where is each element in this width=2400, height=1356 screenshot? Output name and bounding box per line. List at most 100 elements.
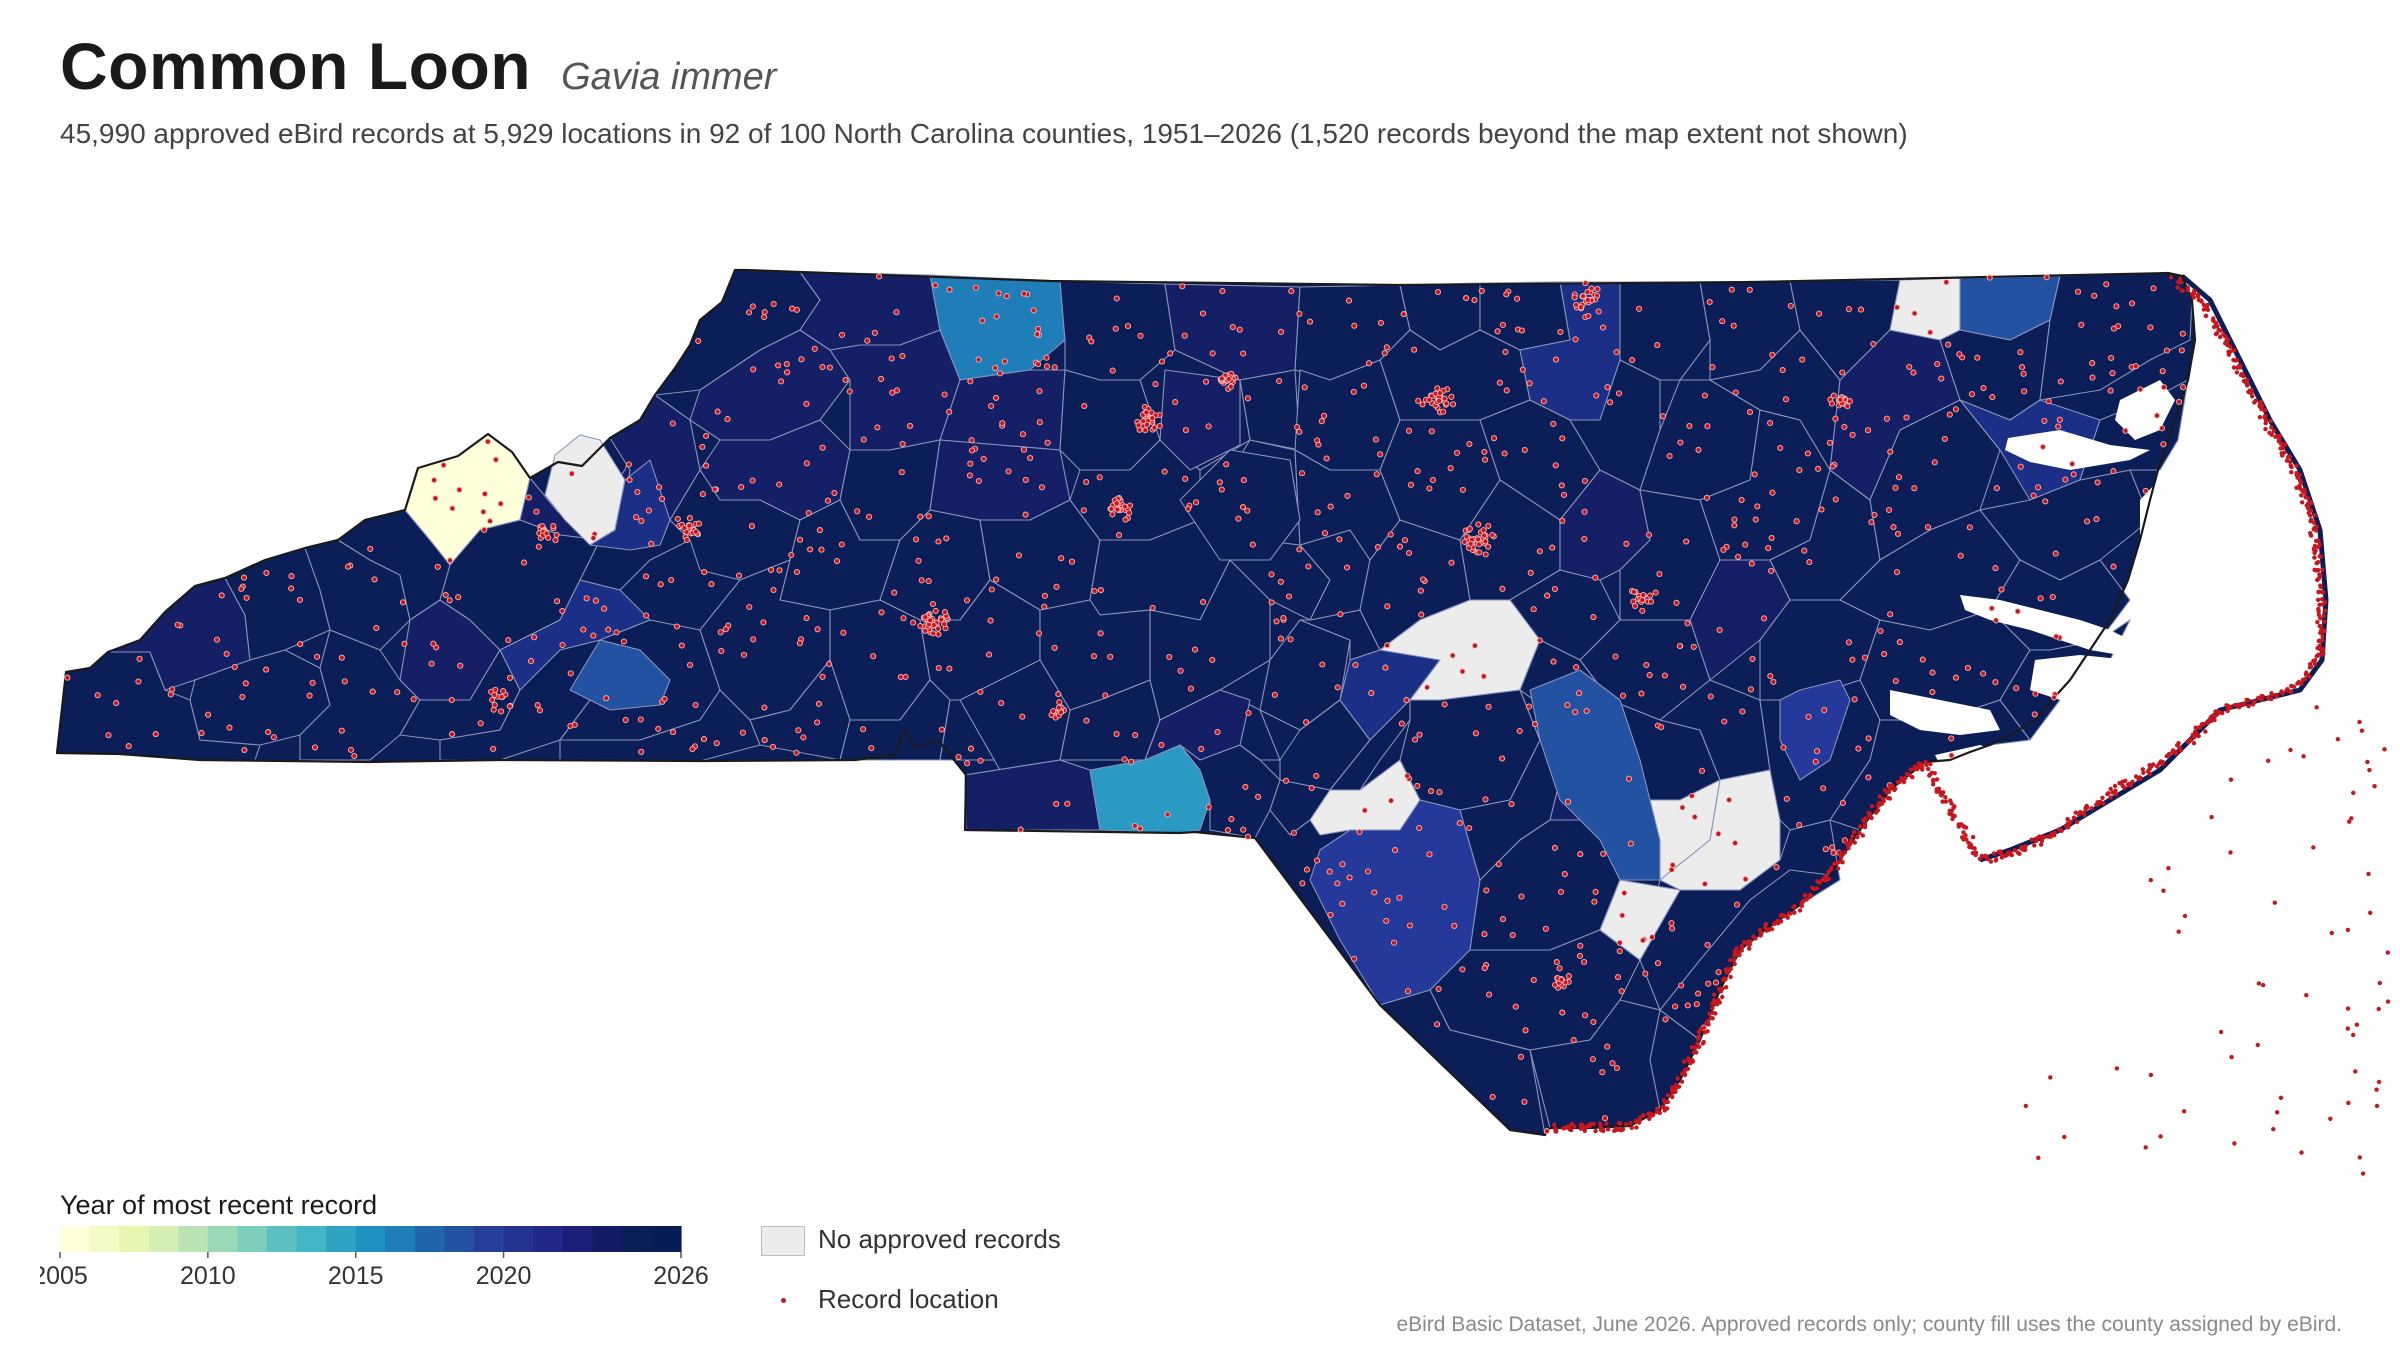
record-dot	[2057, 378, 2064, 385]
record-dot	[1616, 939, 1623, 946]
colorbar-step	[503, 1226, 534, 1252]
record-dot	[1857, 306, 1865, 313]
record-dot	[506, 674, 514, 681]
record-dot	[457, 662, 464, 669]
record-dot	[1419, 576, 1427, 583]
record-dot	[373, 624, 380, 632]
record-dot	[1869, 815, 1874, 821]
record-dot	[1857, 824, 1863, 829]
record-dot	[1860, 833, 1866, 838]
record-dot	[814, 626, 821, 633]
record-dot	[1621, 889, 1628, 897]
record-dot	[932, 282, 939, 289]
record-dot	[1244, 395, 1251, 402]
year-colorbar: 2005 2010 2015 2020 2026	[40, 1226, 709, 1290]
record-dot	[1296, 546, 1303, 553]
record-dot	[136, 655, 143, 662]
record-dot	[700, 736, 708, 743]
record-dot	[2199, 298, 2204, 303]
record-dot	[1339, 861, 1346, 868]
record-dot	[448, 696, 455, 704]
record-dot	[1476, 549, 1483, 556]
record-dot	[1384, 897, 1391, 904]
record-dot	[2259, 694, 2264, 699]
record-dot	[1193, 499, 1200, 506]
record-dot	[1668, 866, 1675, 873]
record-dot	[1988, 859, 1994, 864]
record-dot	[1892, 484, 1899, 491]
record-dot	[1928, 761, 1933, 767]
record-dot	[2056, 827, 2062, 832]
record-dot	[2250, 702, 2256, 707]
record-dot	[1518, 327, 1525, 334]
record-dot	[1459, 668, 1466, 675]
record-dot	[642, 573, 650, 580]
record-dot	[2205, 307, 2211, 313]
record-dot	[1684, 1002, 1691, 1009]
record-dot	[1576, 690, 1583, 697]
record-dot	[1829, 463, 1836, 470]
record-dot	[1883, 415, 1890, 422]
record-dot	[1451, 922, 1458, 929]
record-dot	[481, 490, 488, 497]
record-dot	[1509, 932, 1516, 939]
record-dot	[925, 513, 932, 520]
record-dot	[2181, 1109, 2187, 1114]
record-dot	[1321, 530, 1328, 537]
record-dot	[2218, 1029, 2224, 1035]
record-dot	[748, 523, 755, 530]
record-dot	[2365, 759, 2370, 765]
record-dot	[2250, 394, 2255, 399]
record-dot	[2175, 743, 2180, 748]
record-dot	[770, 586, 777, 594]
record-dot	[975, 356, 982, 363]
record-dot	[626, 476, 633, 483]
record-dot	[2208, 715, 2213, 720]
record-dot	[1565, 973, 1572, 980]
record-dot	[1721, 718, 1728, 725]
record-dot	[1845, 639, 1852, 646]
record-dot	[169, 686, 176, 693]
record-dot	[1373, 471, 1380, 478]
record-dot	[1604, 1121, 1609, 1126]
record-dot	[1961, 830, 1966, 835]
record-dot	[864, 337, 871, 344]
record-dot	[1770, 678, 1777, 685]
record-dot	[2315, 577, 2320, 583]
record-dot	[1552, 356, 1559, 363]
record-dot	[580, 626, 587, 633]
record-dot	[2043, 274, 2050, 281]
colorbar-step	[267, 1226, 298, 1252]
record-dot	[637, 716, 644, 723]
record-dot	[1572, 336, 1579, 343]
record-dot	[1792, 910, 1797, 915]
record-dot	[2049, 593, 2056, 601]
record-dot	[1783, 795, 1790, 802]
record-dot	[1167, 350, 1174, 357]
record-dot	[2218, 334, 2223, 340]
record-dot	[2287, 454, 2292, 459]
record-dot	[1277, 635, 1284, 642]
record-dot	[1716, 626, 1723, 634]
record-dot	[1056, 699, 1063, 706]
record-dot	[807, 546, 814, 553]
record-dot	[1287, 636, 1294, 643]
record-dot	[1582, 1125, 1587, 1130]
record-dot	[1475, 521, 1482, 528]
record-dot	[1931, 782, 1936, 787]
record-dot	[1716, 986, 1722, 992]
record-dot	[878, 375, 885, 382]
record-dot	[1426, 396, 1433, 403]
record-dot	[1582, 280, 1589, 287]
record-dot	[941, 621, 948, 628]
record-dot	[2101, 801, 2106, 806]
record-dot	[871, 329, 878, 336]
record-dot	[922, 614, 929, 621]
record-dot	[152, 731, 159, 738]
record-dot	[1838, 855, 1844, 860]
scientific-name: Gavia immer	[561, 56, 777, 98]
record-dot	[1695, 1041, 1700, 1046]
record-dot	[1387, 797, 1395, 804]
record-dot	[2318, 583, 2323, 588]
record-dot	[1910, 775, 1915, 780]
